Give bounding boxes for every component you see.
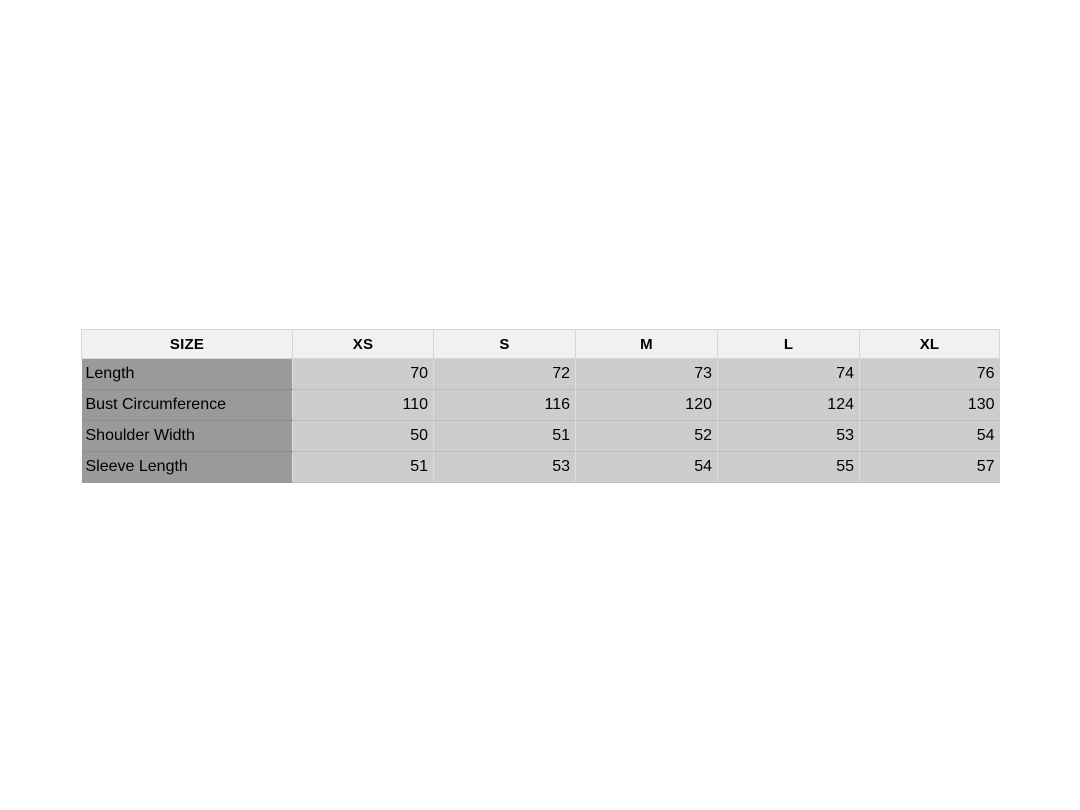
column-header-s: S [433, 329, 576, 359]
column-header-l: L [717, 329, 860, 359]
cell-value: 124 [717, 389, 860, 421]
column-header-m: M [575, 329, 718, 359]
table-row-bust-circumference: Bust Circumference 110 116 120 124 130 [81, 389, 1000, 421]
cell-value: 55 [717, 451, 860, 483]
cell-value: 74 [717, 358, 860, 390]
cell-value: 53 [717, 420, 860, 452]
row-label-length: Length [81, 358, 293, 390]
size-chart-table: SIZE XS S M L XL Length 70 72 73 74 76 B… [81, 329, 1000, 483]
cell-value: 70 [292, 358, 434, 390]
cell-value: 72 [433, 358, 576, 390]
cell-value: 110 [292, 389, 434, 421]
column-header-xl: XL [859, 329, 1000, 359]
cell-value: 73 [575, 358, 718, 390]
table-row-length: Length 70 72 73 74 76 [81, 358, 1000, 390]
header-row: SIZE XS S M L XL [81, 329, 1000, 359]
cell-value: 53 [433, 451, 576, 483]
cell-value: 54 [575, 451, 718, 483]
row-label-bust-circumference: Bust Circumference [81, 389, 293, 421]
cell-value: 51 [433, 420, 576, 452]
column-header-size: SIZE [81, 329, 293, 359]
cell-value: 120 [575, 389, 718, 421]
row-label-sleeve-length: Sleeve Length [81, 451, 293, 483]
row-label-shoulder-width: Shoulder Width [81, 420, 293, 452]
cell-value: 76 [859, 358, 1000, 390]
cell-value: 52 [575, 420, 718, 452]
cell-value: 116 [433, 389, 576, 421]
cell-value: 51 [292, 451, 434, 483]
column-header-xs: XS [292, 329, 434, 359]
cell-value: 50 [292, 420, 434, 452]
cell-value: 54 [859, 420, 1000, 452]
cell-value: 57 [859, 451, 1000, 483]
table-row-sleeve-length: Sleeve Length 51 53 54 55 57 [81, 451, 1000, 483]
cell-value: 130 [859, 389, 1000, 421]
table-row-shoulder-width: Shoulder Width 50 51 52 53 54 [81, 420, 1000, 452]
